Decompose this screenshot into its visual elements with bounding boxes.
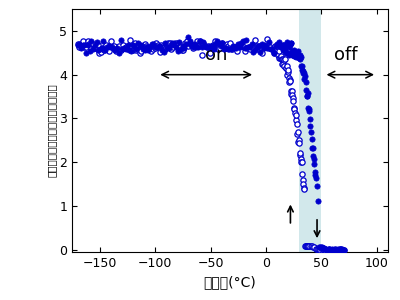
Text: on: on — [205, 46, 227, 64]
Y-axis label: 第二高調波発生強度（任意単位）: 第二高調波発生強度（任意単位） — [46, 84, 56, 177]
Bar — [299, 9, 322, 252]
Text: off: off — [334, 46, 358, 64]
X-axis label: 温度　(°C): 温度 (°C) — [204, 275, 256, 290]
